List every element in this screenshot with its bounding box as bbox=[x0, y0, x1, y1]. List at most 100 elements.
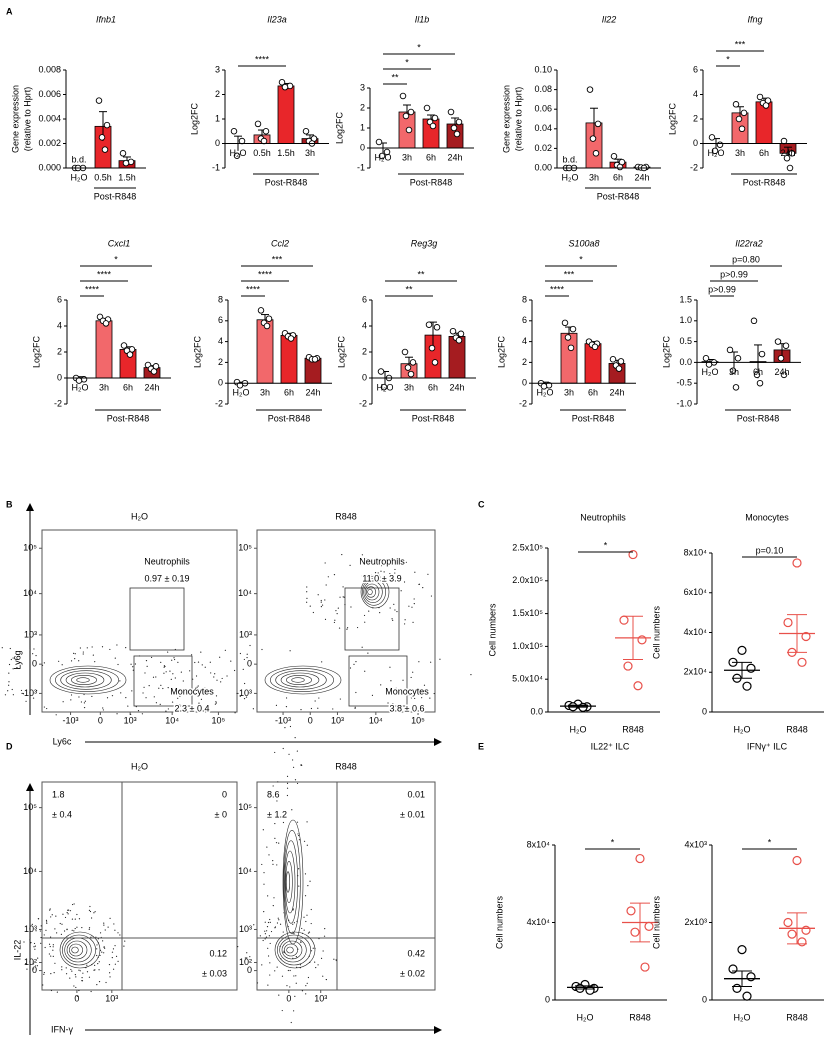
event-dot bbox=[52, 955, 54, 957]
event-dot bbox=[412, 621, 414, 623]
chart-title: Il1b bbox=[415, 14, 430, 24]
event-dot bbox=[125, 647, 127, 649]
contour bbox=[76, 677, 90, 683]
event-dot bbox=[163, 672, 165, 674]
event-dot bbox=[82, 651, 84, 653]
y-tick-label: 10³ bbox=[24, 629, 37, 639]
significance-label: **** bbox=[550, 284, 565, 294]
event-dot bbox=[292, 931, 294, 933]
contour bbox=[363, 581, 383, 603]
y-tick-label: 0 bbox=[247, 659, 252, 669]
event-dot bbox=[292, 909, 294, 911]
event-dot bbox=[16, 666, 18, 669]
y-tick-label: 6x10⁴ bbox=[684, 587, 708, 597]
x-tick-label: 3h bbox=[305, 148, 315, 158]
event-dot bbox=[378, 574, 380, 576]
event-dot bbox=[244, 682, 246, 685]
event-dot bbox=[91, 695, 93, 698]
event-dot bbox=[43, 971, 45, 974]
event-dot bbox=[107, 926, 109, 928]
event-dot bbox=[45, 929, 47, 931]
event-dot bbox=[303, 929, 305, 931]
event-dot bbox=[52, 944, 54, 946]
chart-title: IFNγ⁺ ILC bbox=[747, 741, 788, 751]
event-dot bbox=[22, 693, 25, 695]
y-tick-label: 2x10⁴ bbox=[684, 667, 708, 677]
data-point bbox=[729, 367, 737, 374]
significance-label: **** bbox=[97, 269, 112, 279]
event-dot bbox=[178, 689, 180, 692]
x-tick-label: 10⁵ bbox=[212, 715, 226, 725]
event-dot bbox=[214, 673, 216, 675]
group-label: Post-R848 bbox=[107, 413, 150, 423]
event-dot bbox=[198, 702, 200, 704]
event-dot bbox=[12, 657, 14, 659]
x-tick-label: H₂O bbox=[233, 388, 250, 398]
x-tick-label: 3h bbox=[735, 148, 745, 158]
x-tick-label: 3h bbox=[729, 367, 739, 377]
event-dot bbox=[307, 932, 310, 934]
event-dot bbox=[55, 714, 57, 716]
bar bbox=[256, 319, 274, 384]
data-point bbox=[633, 681, 643, 691]
event-dot bbox=[286, 787, 289, 789]
significance-label: **** bbox=[85, 284, 100, 294]
event-dot bbox=[32, 653, 34, 655]
chart-title: IL22⁺ ILC bbox=[591, 741, 630, 751]
event-dot bbox=[34, 965, 37, 967]
data-point bbox=[783, 154, 791, 162]
data-point bbox=[753, 371, 761, 379]
event-dot bbox=[117, 932, 119, 934]
event-dot bbox=[29, 939, 31, 941]
chart-title: Neutrophils bbox=[580, 512, 626, 522]
significance-label: **** bbox=[255, 54, 270, 64]
chart-title: Cxcl1 bbox=[108, 238, 131, 248]
quadrant-value: ± 0.03 bbox=[202, 968, 227, 978]
event-dot bbox=[292, 957, 294, 959]
y-tick-label: 0.000 bbox=[38, 162, 61, 172]
event-dot bbox=[274, 926, 277, 928]
x-tick-label: -10³ bbox=[275, 715, 291, 725]
event-dot bbox=[296, 966, 298, 968]
y-tick-label: 10⁴ bbox=[238, 588, 252, 598]
event-dot bbox=[278, 994, 280, 996]
event-dot bbox=[37, 957, 39, 959]
event-dot bbox=[40, 925, 42, 927]
event-dot bbox=[11, 688, 13, 691]
data-point bbox=[616, 163, 624, 171]
event-dot bbox=[355, 691, 357, 694]
y-tick-label: 4 bbox=[218, 336, 223, 346]
event-dot bbox=[294, 737, 296, 739]
significance-label: p>0.99 bbox=[720, 269, 748, 279]
contour bbox=[286, 946, 294, 954]
contour bbox=[367, 589, 373, 595]
event-dot bbox=[350, 606, 352, 608]
event-dot bbox=[349, 564, 351, 566]
data-point bbox=[609, 356, 617, 363]
data-point bbox=[619, 615, 629, 625]
data-point bbox=[732, 101, 740, 108]
event-dot bbox=[267, 955, 270, 957]
event-dot bbox=[81, 980, 83, 982]
y-tick-label: -2 bbox=[519, 398, 527, 408]
event-dot bbox=[230, 660, 232, 662]
event-dot bbox=[239, 652, 241, 655]
y-tick-label: 2 bbox=[522, 357, 527, 367]
event-dot bbox=[325, 978, 328, 981]
event-dot bbox=[34, 948, 36, 950]
event-dot bbox=[389, 575, 392, 578]
significance-label: *** bbox=[564, 269, 575, 279]
y-tick-label: 6 bbox=[218, 315, 223, 325]
event-dot bbox=[79, 647, 81, 649]
event-dot bbox=[62, 913, 64, 915]
event-dot bbox=[265, 930, 268, 932]
y-tick-label: 0 bbox=[362, 372, 367, 382]
data-point bbox=[591, 343, 599, 351]
contour bbox=[62, 934, 96, 966]
y-tick-label: 8 bbox=[218, 294, 223, 304]
event-dot bbox=[56, 991, 58, 993]
data-point bbox=[455, 118, 463, 126]
data-point bbox=[262, 127, 270, 135]
event-dot bbox=[73, 652, 75, 654]
y-tick-label: 10⁵ bbox=[238, 543, 252, 553]
